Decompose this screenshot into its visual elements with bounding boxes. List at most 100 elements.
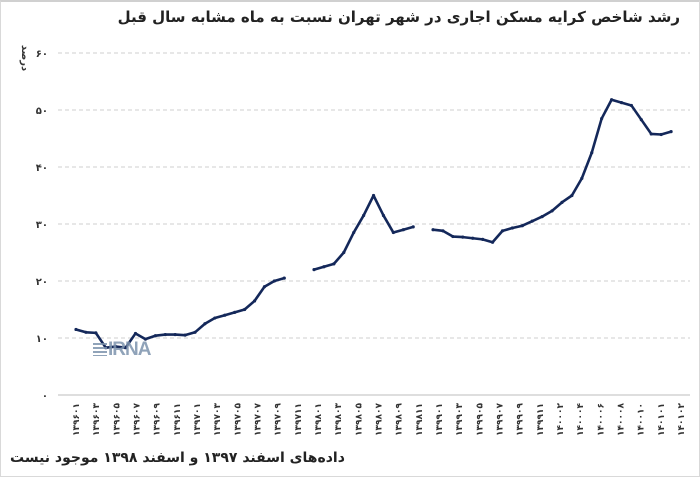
data-point [133, 331, 138, 336]
data-point [441, 229, 445, 233]
data-point [143, 337, 148, 341]
chart-title: رشد شاخص کرایه مسکن اجاری در شهر تهران ن… [117, 8, 680, 26]
data-point [322, 265, 326, 269]
data-point [629, 103, 634, 108]
data-point [163, 332, 167, 337]
data-point [609, 98, 614, 102]
x-tick-label: ۱۳۹۷۰۵ [233, 403, 243, 436]
data-point [550, 209, 554, 213]
data-point [173, 332, 177, 337]
data-point [391, 230, 395, 235]
data-point [223, 313, 227, 317]
x-tick-label: ۱۳۹۸۱۱ [415, 403, 425, 436]
data-point [649, 132, 653, 136]
y-axis-ticks: ۰ ۱۰ ۲۰ ۳۰ ۴۰ ۵۰ ۶۰ [36, 49, 48, 402]
data-point [362, 213, 366, 218]
x-tick-label: ۱۳۹۹۰۹ [516, 403, 526, 436]
x-tick-label: ۱۳۹۸۰۷ [375, 403, 385, 436]
data-point [252, 299, 257, 303]
data-point [213, 316, 217, 320]
x-tick-label: ۱۳۹۹۱۱ [536, 403, 546, 436]
irna-watermark-logo: IRNA [93, 339, 151, 361]
data-point [530, 219, 534, 223]
data-point [510, 226, 514, 230]
y-tick-label: ۵۰ [36, 106, 48, 117]
data-point [619, 100, 624, 105]
data-point [431, 228, 435, 232]
data-point [282, 276, 286, 280]
irna-logo-icon [93, 343, 107, 356]
data-point [580, 176, 584, 180]
x-tick-label: ۱۳۹۶۰۷ [133, 403, 143, 436]
x-tick-label: ۱۳۹۷۰۷ [254, 403, 264, 436]
data-point [560, 200, 564, 204]
data-point [451, 234, 455, 239]
x-tick-label: ۱۴۰۱۰۲ [677, 403, 687, 436]
x-tick-label: ۱۴۰۰۰۲ [556, 403, 566, 436]
data-point [342, 250, 346, 255]
data-point [471, 236, 475, 240]
data-point [500, 229, 505, 233]
data-point [123, 346, 128, 350]
data-point [490, 240, 495, 244]
data-point [411, 225, 415, 229]
x-tick-label: ۱۳۹۷۱۱ [294, 403, 304, 436]
data-point [570, 193, 574, 198]
x-tick-label: ۱۳۹۸۰۹ [395, 403, 405, 436]
data-point [74, 327, 78, 332]
data-point [401, 228, 405, 232]
data-point [669, 130, 673, 134]
y-tick-label: ۲۰ [36, 277, 48, 288]
x-tick-label: ۱۴۰۰۱۰ [637, 403, 647, 436]
data-point [114, 344, 118, 349]
x-tick-label: ۱۳۹۶۱۱ [173, 403, 183, 436]
y-tick-label: ۱۰ [36, 334, 48, 345]
x-tick-label: ۱۳۹۷۰۹ [274, 403, 284, 436]
y-tick-label: ۶۰ [36, 49, 48, 60]
series-line [312, 194, 415, 271]
x-tick-label: ۱۳۹۶۰۱ [72, 403, 82, 436]
data-point [520, 224, 524, 228]
data-point [183, 333, 187, 337]
y-tick-label: ۰ [42, 391, 48, 402]
footnote: داده‌های اسفند ۱۳۹۷ و اسفند ۱۳۹۸ موجود ن… [10, 450, 345, 466]
data-point [540, 214, 544, 219]
x-tick-label: ۱۳۹۷۰۱ [193, 403, 203, 436]
x-tick-label: ۱۳۹۸۰۳ [334, 403, 344, 436]
gridlines [58, 52, 690, 396]
x-axis-ticks: ۱۳۹۶۰۱ ۱۳۹۶۰۳ ۱۳۹۶۰۵ ۱۳۹۶۰۷ ۱۳۹۶۰۹ ۱۳۹۶۱۱ ۱۳۹۷… [72, 403, 687, 436]
data-point [590, 151, 594, 155]
x-tick-label: ۱۳۹۶۰۹ [153, 403, 163, 436]
data-point [233, 310, 237, 314]
x-tick-label: ۱۳۹۹۰۱ [435, 403, 445, 436]
x-tick-label: ۱۴۰۰۰۶ [596, 403, 606, 436]
data-point [193, 330, 197, 334]
data-point [371, 193, 376, 198]
x-tick-label: ۱۳۹۹۰۳ [455, 403, 465, 436]
data-point [94, 331, 98, 335]
data-point [352, 230, 356, 235]
data-point [659, 132, 663, 137]
data-point [84, 330, 88, 334]
x-tick-label: ۱۳۹۸۰۵ [354, 403, 364, 436]
data-point [481, 237, 485, 241]
y-tick-label: ۳۰ [36, 220, 48, 231]
data-point [381, 213, 386, 218]
x-tick-label: ۱۴۰۰۰۴ [576, 403, 586, 436]
data-point [639, 118, 643, 122]
data-point [153, 334, 157, 338]
data-point [262, 285, 267, 289]
y-tick-label: ۴۰ [36, 163, 48, 174]
data-point [332, 262, 336, 266]
x-tick-label: ۱۳۹۸۰۱ [314, 403, 324, 436]
y-axis-unit-label: درصد [19, 45, 30, 71]
data-point [243, 307, 247, 312]
watermark-text: IRNA [108, 339, 151, 360]
x-tick-label: ۱۴۰۱۰۱ [657, 403, 667, 436]
x-tick-label: ۱۳۹۹۰۵ [475, 403, 485, 436]
series-line [74, 276, 286, 349]
x-tick-label: ۱۳۹۶۰۵ [112, 403, 122, 436]
data-point [600, 116, 604, 121]
x-tick-label: ۱۴۰۰۰۸ [617, 403, 627, 436]
